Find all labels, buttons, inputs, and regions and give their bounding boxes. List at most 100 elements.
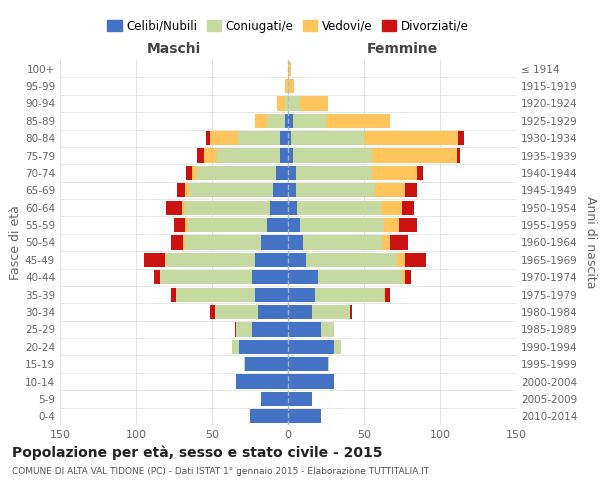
- Bar: [188, 218, 267, 232]
- Bar: [381, 200, 402, 215]
- Bar: [300, 96, 328, 110]
- Bar: [165, 253, 166, 267]
- Bar: [405, 270, 411, 284]
- Bar: [350, 305, 352, 319]
- Bar: [217, 148, 280, 162]
- Bar: [296, 183, 374, 198]
- Bar: [291, 131, 364, 146]
- Bar: [166, 200, 182, 215]
- Bar: [154, 270, 160, 284]
- Bar: [288, 253, 306, 267]
- Bar: [288, 340, 334, 354]
- Bar: [285, 96, 288, 110]
- Bar: [245, 357, 288, 372]
- Bar: [458, 131, 464, 146]
- Bar: [322, 322, 334, 336]
- Bar: [288, 236, 303, 250]
- Bar: [384, 218, 399, 232]
- Bar: [171, 236, 183, 250]
- Bar: [288, 166, 296, 180]
- Bar: [192, 166, 197, 180]
- Bar: [306, 253, 397, 267]
- Y-axis label: Anni di nascita: Anni di nascita: [584, 196, 597, 289]
- Bar: [288, 357, 328, 372]
- Bar: [236, 322, 251, 336]
- Bar: [205, 148, 217, 162]
- Bar: [313, 305, 350, 319]
- Bar: [385, 288, 390, 302]
- Bar: [288, 200, 297, 215]
- Bar: [384, 288, 385, 302]
- Bar: [251, 322, 288, 336]
- Bar: [326, 114, 390, 128]
- Text: Maschi: Maschi: [147, 42, 201, 56]
- Bar: [371, 148, 457, 162]
- Text: Femmine: Femmine: [367, 42, 437, 56]
- Bar: [417, 166, 423, 180]
- Y-axis label: Fasce di età: Fasce di età: [9, 205, 22, 280]
- Bar: [197, 166, 276, 180]
- Bar: [177, 183, 185, 198]
- Bar: [211, 131, 238, 146]
- Bar: [182, 200, 185, 215]
- Bar: [270, 200, 288, 215]
- Bar: [251, 270, 288, 284]
- Bar: [288, 131, 291, 146]
- Bar: [185, 183, 189, 198]
- Bar: [288, 79, 294, 93]
- Bar: [293, 148, 371, 162]
- Bar: [183, 236, 185, 250]
- Bar: [236, 374, 288, 388]
- Bar: [235, 322, 236, 336]
- Bar: [316, 288, 384, 302]
- Bar: [276, 166, 288, 180]
- Bar: [197, 148, 205, 162]
- Bar: [215, 305, 257, 319]
- Bar: [189, 183, 273, 198]
- Bar: [267, 114, 285, 128]
- Bar: [174, 218, 185, 232]
- Bar: [300, 218, 384, 232]
- Bar: [267, 218, 288, 232]
- Bar: [176, 288, 254, 302]
- Bar: [239, 340, 288, 354]
- Bar: [297, 200, 381, 215]
- Bar: [260, 392, 288, 406]
- Bar: [185, 218, 188, 232]
- Bar: [288, 305, 313, 319]
- Bar: [457, 148, 460, 162]
- Bar: [334, 340, 341, 354]
- Bar: [288, 62, 291, 76]
- Bar: [185, 236, 260, 250]
- Bar: [254, 114, 267, 128]
- Bar: [364, 131, 458, 146]
- Bar: [288, 96, 300, 110]
- Bar: [277, 96, 285, 110]
- Bar: [328, 357, 329, 372]
- Bar: [288, 374, 334, 388]
- Bar: [288, 392, 313, 406]
- Bar: [171, 288, 176, 302]
- Bar: [397, 253, 405, 267]
- Bar: [399, 218, 417, 232]
- Bar: [288, 288, 316, 302]
- Bar: [285, 79, 288, 93]
- Bar: [206, 131, 211, 146]
- Bar: [186, 166, 192, 180]
- Bar: [166, 253, 254, 267]
- Bar: [371, 166, 417, 180]
- Bar: [390, 236, 408, 250]
- Bar: [280, 131, 288, 146]
- Bar: [296, 166, 371, 180]
- Bar: [288, 183, 296, 198]
- Bar: [374, 183, 405, 198]
- Bar: [405, 253, 427, 267]
- Bar: [160, 270, 251, 284]
- Bar: [260, 236, 288, 250]
- Bar: [257, 305, 288, 319]
- Legend: Celibi/Nubili, Coniugati/e, Vedovi/e, Divorziati/e: Celibi/Nubili, Coniugati/e, Vedovi/e, Di…: [103, 15, 473, 37]
- Bar: [288, 148, 293, 162]
- Text: Popolazione per età, sesso e stato civile - 2015: Popolazione per età, sesso e stato civil…: [12, 446, 383, 460]
- Bar: [402, 200, 414, 215]
- Bar: [288, 270, 319, 284]
